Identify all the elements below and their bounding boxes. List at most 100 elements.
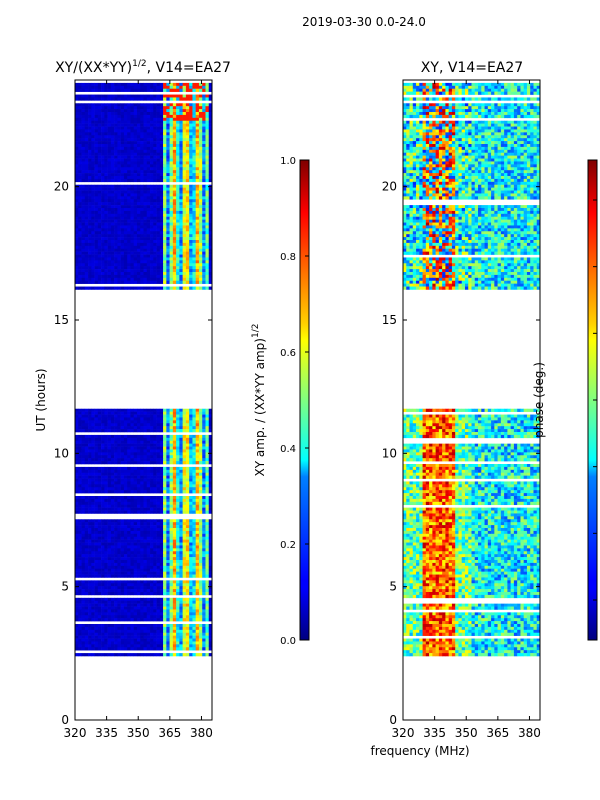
heatmap-cell (75, 571, 79, 575)
heatmap-cell (208, 496, 213, 500)
heatmap-cell (114, 82, 118, 87)
heatmap-cell (81, 539, 86, 543)
heatmap-cell (176, 234, 180, 238)
heatmap-cell (150, 458, 154, 462)
heatmap-cell (94, 458, 99, 462)
heatmap-cell (182, 251, 187, 255)
heatmap-cell (110, 132, 115, 136)
heatmap-cell (110, 254, 115, 258)
heatmap-cell (182, 245, 187, 250)
heatmap-cell (133, 533, 138, 538)
heatmap-cell (127, 155, 131, 159)
heatmap-cell (78, 158, 82, 162)
heatmap-cell (163, 530, 167, 535)
heatmap-cell (195, 461, 200, 465)
heatmap-cell (150, 440, 154, 444)
heatmap-cell (185, 106, 190, 110)
heatmap-cell (202, 277, 206, 282)
heatmap-cell (150, 565, 154, 570)
heatmap-cell (127, 277, 131, 282)
heatmap-cell (172, 240, 177, 244)
heatmap-cell (166, 184, 170, 188)
heatmap-cell (163, 452, 167, 456)
heatmap-cell (179, 469, 183, 474)
heatmap-cell (156, 155, 161, 159)
heatmap-cell (88, 149, 92, 154)
heatmap-cell (75, 190, 79, 194)
heatmap-cell (123, 190, 128, 194)
heatmap-cell (127, 420, 131, 424)
heatmap-cell (75, 510, 79, 514)
heatmap-cell (195, 141, 200, 145)
heatmap-cell (130, 452, 135, 456)
heatmap-cell (133, 205, 138, 209)
heatmap-cell (84, 420, 89, 424)
heatmap-cell (120, 519, 125, 523)
heatmap-cell (120, 481, 125, 485)
heatmap-cell (166, 475, 170, 479)
heatmap-cell (189, 437, 193, 442)
heatmap-cell (91, 97, 95, 101)
heatmap-cell (169, 562, 174, 567)
heatmap-cell (182, 248, 187, 252)
heatmap-cell (198, 126, 203, 130)
heatmap-cell (166, 199, 170, 203)
heatmap-cell (163, 210, 167, 215)
heatmap-cell (146, 408, 151, 412)
heatmap-cell (107, 242, 112, 247)
heatmap-cell (153, 155, 157, 159)
heatmap-cell (169, 426, 174, 430)
heatmap-cell (120, 568, 125, 572)
heatmap-cell (182, 443, 187, 447)
heatmap-cell (91, 146, 95, 151)
heatmap-cell (107, 484, 112, 488)
heatmap-cell (123, 161, 128, 165)
heatmap-cell (182, 286, 187, 290)
heatmap-cell (202, 213, 206, 218)
heatmap-cell (97, 213, 102, 218)
heatmap-cell (130, 542, 135, 546)
heatmap-cell (110, 533, 115, 538)
heatmap-cell (198, 554, 203, 558)
heatmap-cell (192, 202, 196, 206)
heatmap-cell (75, 199, 79, 203)
heatmap-cell (205, 120, 210, 124)
heatmap-cell (189, 208, 193, 212)
heatmap-cell (198, 545, 203, 549)
heatmap-cell (97, 510, 102, 514)
heatmap-cell (143, 210, 148, 215)
heatmap-cell (143, 106, 148, 110)
heatmap-cell (146, 240, 151, 244)
heatmap-cell (198, 496, 203, 500)
heatmap-cell (172, 528, 177, 532)
heatmap-cell (107, 496, 112, 500)
heatmap-cell (104, 522, 108, 526)
heatmap-cell (208, 539, 213, 543)
heatmap-cell (153, 536, 157, 540)
heatmap-cell (192, 469, 196, 474)
heatmap-cell (146, 525, 151, 529)
heatmap-cell (127, 455, 131, 459)
heatmap-cell (189, 530, 193, 535)
heatmap-cell (78, 141, 82, 145)
heatmap-cell (84, 170, 89, 174)
heatmap-cell (78, 190, 82, 194)
heatmap-cell (143, 170, 148, 174)
heatmap-cell (166, 248, 170, 252)
heatmap-cell (140, 251, 144, 255)
heatmap-cell (91, 257, 95, 261)
heatmap-cell (143, 234, 148, 238)
heatmap-cell (156, 554, 161, 558)
heatmap-cell (101, 242, 105, 247)
heatmap-cell (146, 263, 151, 267)
heatmap-cell (120, 144, 125, 148)
heatmap-cell (156, 138, 161, 142)
heatmap-cell (169, 208, 174, 212)
heatmap-cell (114, 519, 118, 523)
heatmap-cell (163, 161, 167, 165)
heatmap-cell (143, 187, 148, 191)
heatmap-cell (123, 248, 128, 252)
heatmap-cell (107, 429, 112, 433)
heatmap-cell (179, 484, 183, 488)
heatmap-cell (166, 554, 170, 558)
